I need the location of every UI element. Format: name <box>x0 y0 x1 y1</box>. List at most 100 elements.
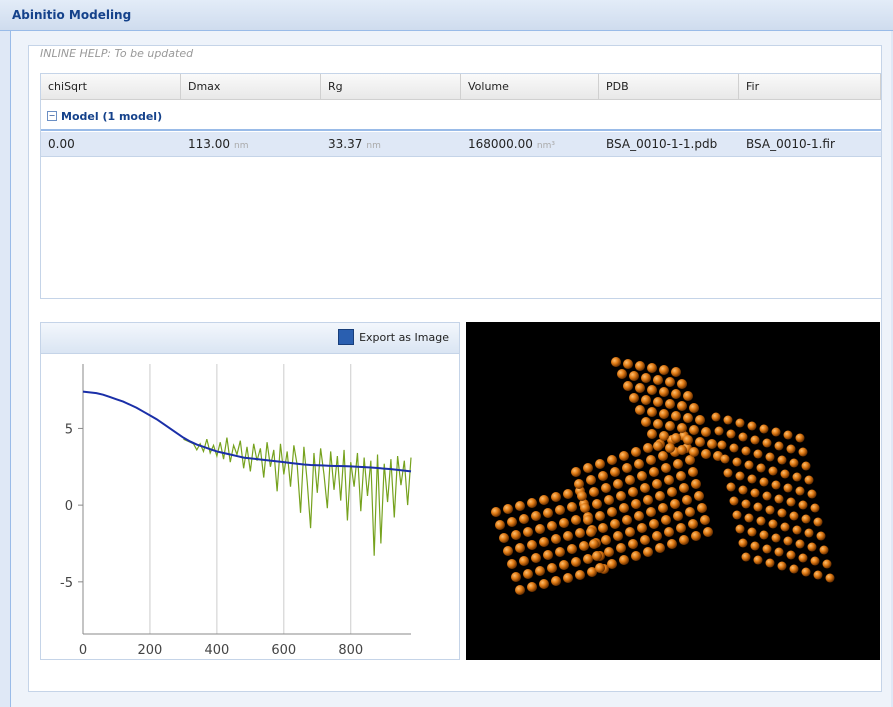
column-header[interactable]: chiSqrt <box>41 74 181 100</box>
atom <box>760 425 769 434</box>
atom <box>658 503 668 513</box>
atom <box>622 463 632 473</box>
y-tick-label: -5 <box>60 576 73 591</box>
atom <box>691 479 701 489</box>
atom <box>637 523 647 533</box>
atom <box>649 519 659 529</box>
table-cell: BSA_0010-1.fir <box>739 132 835 156</box>
atom <box>634 459 644 469</box>
atom <box>622 515 632 525</box>
structure-view <box>466 322 880 660</box>
x-tick-label: 800 <box>338 643 363 658</box>
atom <box>515 501 525 511</box>
chart-toolbar: Export as Image <box>41 323 459 354</box>
atom <box>781 470 790 479</box>
atom <box>635 405 645 415</box>
export-button[interactable]: Export as Image <box>338 329 449 345</box>
atom <box>515 543 525 553</box>
atom <box>527 582 537 592</box>
atom <box>733 458 742 467</box>
atom <box>799 448 808 457</box>
atom <box>682 495 692 505</box>
atom <box>635 361 645 371</box>
atom <box>811 504 820 513</box>
atom <box>784 484 793 493</box>
atom <box>677 445 687 455</box>
atom <box>724 416 733 425</box>
atom <box>527 498 537 508</box>
atom <box>631 551 641 561</box>
column-header[interactable]: Dmax <box>181 74 321 100</box>
atom <box>619 451 629 461</box>
atom <box>790 459 799 468</box>
atom <box>551 576 561 586</box>
cell-unit: nm³ <box>537 141 555 151</box>
atom <box>539 537 549 547</box>
atom <box>646 507 656 517</box>
atom <box>694 491 704 501</box>
atom <box>641 395 651 405</box>
atom <box>664 475 674 485</box>
atom <box>592 499 602 509</box>
atom <box>635 383 645 393</box>
atom <box>727 430 736 439</box>
column-header[interactable]: Fir <box>739 74 881 100</box>
group-row[interactable]: − Model (1 model) <box>41 105 881 131</box>
atom <box>583 554 593 564</box>
window-title: Abinitio Modeling <box>12 8 131 22</box>
atom <box>495 520 505 530</box>
cell-value: BSA_0010-1.fir <box>746 137 835 151</box>
atom <box>563 489 573 499</box>
atom <box>766 506 775 515</box>
atom <box>580 503 590 513</box>
atom <box>547 563 557 573</box>
atom <box>754 503 763 512</box>
atom <box>667 539 677 549</box>
atom <box>527 540 537 550</box>
atom <box>567 502 577 512</box>
atom <box>628 487 638 497</box>
atom <box>507 517 517 527</box>
atom <box>519 514 529 524</box>
atom <box>688 467 698 477</box>
atom <box>539 495 549 505</box>
column-header[interactable]: PDB <box>599 74 739 100</box>
column-header[interactable]: Volume <box>461 74 599 100</box>
table-cell: BSA_0010-1-1.pdb <box>599 132 717 156</box>
series-line <box>183 438 411 556</box>
atom <box>736 472 745 481</box>
atom <box>671 367 681 377</box>
atom <box>727 483 736 492</box>
atom <box>784 537 793 546</box>
atom <box>707 439 717 449</box>
atom <box>817 532 826 541</box>
atom <box>583 515 593 525</box>
atom <box>655 491 665 501</box>
atom <box>535 566 545 576</box>
atom <box>646 455 656 465</box>
atom <box>491 507 501 517</box>
atom <box>511 530 521 540</box>
atom <box>673 511 683 521</box>
atom <box>775 442 784 451</box>
atom <box>659 431 669 441</box>
atom <box>665 443 675 453</box>
atom <box>689 447 699 457</box>
atom <box>653 441 663 451</box>
atom <box>808 490 817 499</box>
atom <box>748 475 757 484</box>
atom <box>784 431 793 440</box>
atom <box>787 551 796 560</box>
atom <box>671 389 681 399</box>
collapse-icon[interactable]: − <box>47 111 57 121</box>
atom <box>653 397 663 407</box>
atom <box>790 512 799 521</box>
atom <box>701 449 711 459</box>
atom <box>567 544 577 554</box>
atom <box>778 456 787 465</box>
column-header[interactable]: Rg <box>321 74 461 100</box>
series-line <box>83 392 411 472</box>
atom <box>551 534 561 544</box>
atom <box>575 570 585 580</box>
atom <box>595 563 605 573</box>
